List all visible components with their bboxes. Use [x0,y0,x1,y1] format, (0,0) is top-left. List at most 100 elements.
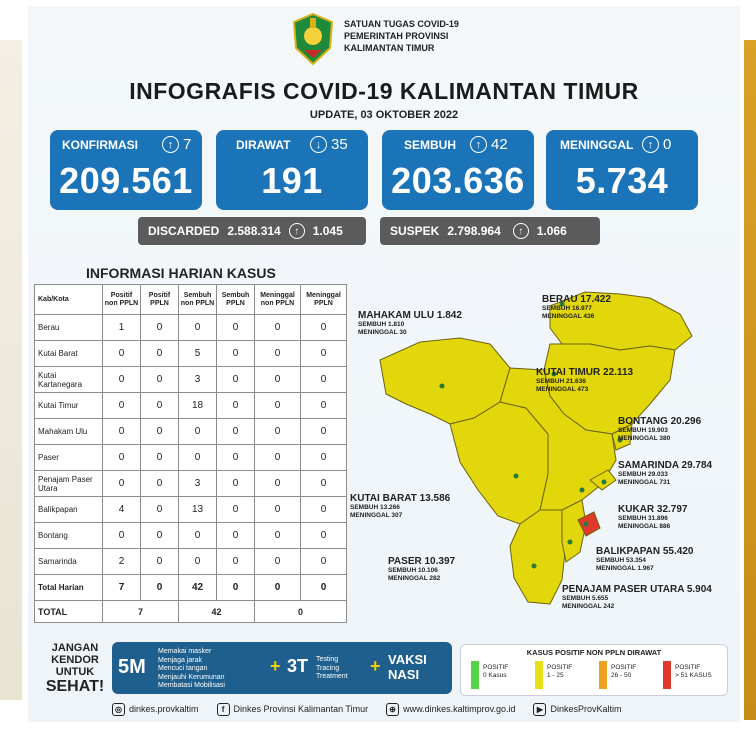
table-cell: 0 [300,418,347,445]
table-cell: 0 [254,574,301,601]
map-legend: KASUS POSITIF NON PPLN DIRAWAT POSITIF 0 … [460,644,728,696]
social-links: ◎ dinkes.provkaltim f Dinkes Provinsi Kalim… [112,700,728,718]
map-label-value: 13.586 [419,493,451,504]
map-label-value: 20.296 [670,416,702,427]
map-label-meninggal: MENINGGAL 731 [618,479,671,486]
map-label-bontang: BONTANG 20.296 SEMBUH 19.903 MENINGGAL 3… [618,416,701,443]
social-link[interactable]: ▶ DinkesProvKaltim [533,702,622,716]
5m-item: Membatasi Mobilisasi [158,682,225,689]
table-cell: 4 [102,496,141,523]
legend-range: 1 - 25 [547,672,564,679]
map-label-name: KUKAR [618,504,655,515]
table-cell: 0 [140,366,179,393]
table-cell-kabkota: Kutai Barat [34,340,103,367]
table-cell: 0 [140,574,179,601]
table-row: Kutai Barat 0 0 5 0 0 0 [34,340,347,367]
map-location-dots [439,301,623,569]
social-link[interactable]: ⊕ www.dinkes.kaltimprov.go.id [386,702,515,716]
stat-label: KONFIRMASI [62,138,138,152]
map-label-sembuh: SEMBUH 31.896 [618,515,668,522]
table-cell: 0 [140,470,179,497]
table-cell-kabkota: Samarinda [34,548,103,575]
map-region-balikpapan [577,511,601,537]
table-cell: 0 [140,496,179,523]
map-label-sembuh: SEMBUH 53.354 [596,557,646,564]
table-header-cell: Positif PPLN [140,284,179,315]
map-label-value: 29.784 [681,460,713,471]
table-cell: 0 [216,522,255,549]
page-title: INFOGRAFIS COVID-19 KALIMANTAN TIMUR [129,78,639,104]
table-cell: 0 [254,366,301,393]
legend-item: POSITIF > 51 KASUS [663,661,717,689]
table-cell-kabkota: Kutai Kartanegara [34,366,103,393]
map-label-name: BALIKPAPAN [596,546,661,557]
table-cell: 42 [178,574,217,601]
slogan-line: SEHAT! [45,678,105,695]
table-cell: 0 [254,522,301,549]
social-link-text: Dinkes Provinsi Kalimantan Timur [233,704,369,714]
table-cell: Total Harian [34,574,103,601]
table-row: Samarinda 2 0 0 0 0 0 [34,548,347,575]
map-label-value: 17.422 [580,294,611,305]
table-cell: 0 [254,548,301,575]
table-cell: 0 [102,418,141,445]
discarded-pill: DISCARDED 2.588.314 ↑ 1.045 [138,217,366,245]
legend-label: POSITIF [675,664,701,671]
legend-swatch [535,661,543,689]
table-cell: 0 [254,392,301,419]
map-label-meninggal: MENINGGAL 886 [618,523,671,530]
table-cell: 0 [254,340,301,367]
table-cell: 0 [102,366,141,393]
arrow-up-icon: ↑ [162,136,179,153]
table-header-cell: Sembuh PPLN [216,284,255,315]
table-title: INFORMASI HARIAN KASUS [86,265,276,281]
table-cell: 0 [300,340,347,367]
map-label-samarinda: SAMARINDA 29.784 SEMBUH 29.033 MENINGGAL… [618,460,712,487]
infographic-poster: SATUAN TUGAS COVID-19 PEMERINTAH PROVINS… [28,6,740,722]
5m-item: Memakai masker [158,648,212,655]
table-cell: 0 [300,314,347,341]
table-cell: 0 [216,444,255,471]
table-cell: 0 [300,522,347,549]
map-dot [559,301,565,307]
table-cell: 3 [178,470,217,497]
table-row-total: TOTAL 7 42 0 [34,600,347,623]
suspek-pill: SUSPEK 2.798.964 ↑ 1.066 [380,217,600,245]
discarded-value: 2.588.314 [227,224,281,238]
table-cell-kabkota: Balikpapan [34,496,103,523]
left-background-strip [0,40,22,700]
slogan-line: UNTUK [55,666,95,678]
update-date: UPDATE, 03 OKTOBER 2022 [309,109,459,121]
facebook-icon: f [216,702,230,716]
arrow-up-icon: ↑ [470,136,487,153]
table-cell: 0 [254,444,301,471]
globe-icon: ⊕ [386,702,400,716]
table-cell: 0 [102,470,141,497]
legend-label: POSITIF [547,664,573,671]
table-header-cell: Positif non PPLN [102,284,141,315]
map-label-penajam-paser-utara: PENAJAM PASER UTARA 5.904 SEMBUH 5.655 M… [562,584,712,611]
map-label-meninggal: MENINGGAL 436 [542,313,595,320]
map-label-berau: BERAU 17.422 SEMBUH 16.977 MENINGGAL 436 [542,294,611,321]
org-line: SATUAN TUGAS COVID-19 [344,19,459,29]
table-cell: 0 [216,340,255,367]
table-cell: 0 [178,522,217,549]
vaksinasi-label: VAKSI NASI [388,652,427,682]
table-header-row: Kab/Kota Positif non PPLN Positif PPLN S… [34,284,347,315]
map-label-sembuh: SEMBUH 29.033 [618,471,668,478]
legend-range: > 51 KASUS [675,672,712,679]
stat-value: 209.561 [59,160,193,201]
social-link[interactable]: ◎ dinkes.provkaltim [112,702,199,716]
map-label-value: 1.842 [436,310,462,321]
map-label-sembuh: SEMBUH 1.810 [358,321,405,328]
arrow-up-icon: ↑ [288,223,305,239]
map-dot [551,371,557,377]
plus-sign: + [270,656,281,676]
social-link[interactable]: f Dinkes Provinsi Kalimantan Timur [216,702,369,716]
table-cell: 0 [216,314,255,341]
map-label-meninggal: MENINGGAL 1.967 [596,565,654,572]
map-region-kukar [499,367,617,511]
table-cell: 0 [102,522,141,549]
map-label-name: KUTAI BARAT [350,493,417,504]
table-cell: 0 [216,418,255,445]
